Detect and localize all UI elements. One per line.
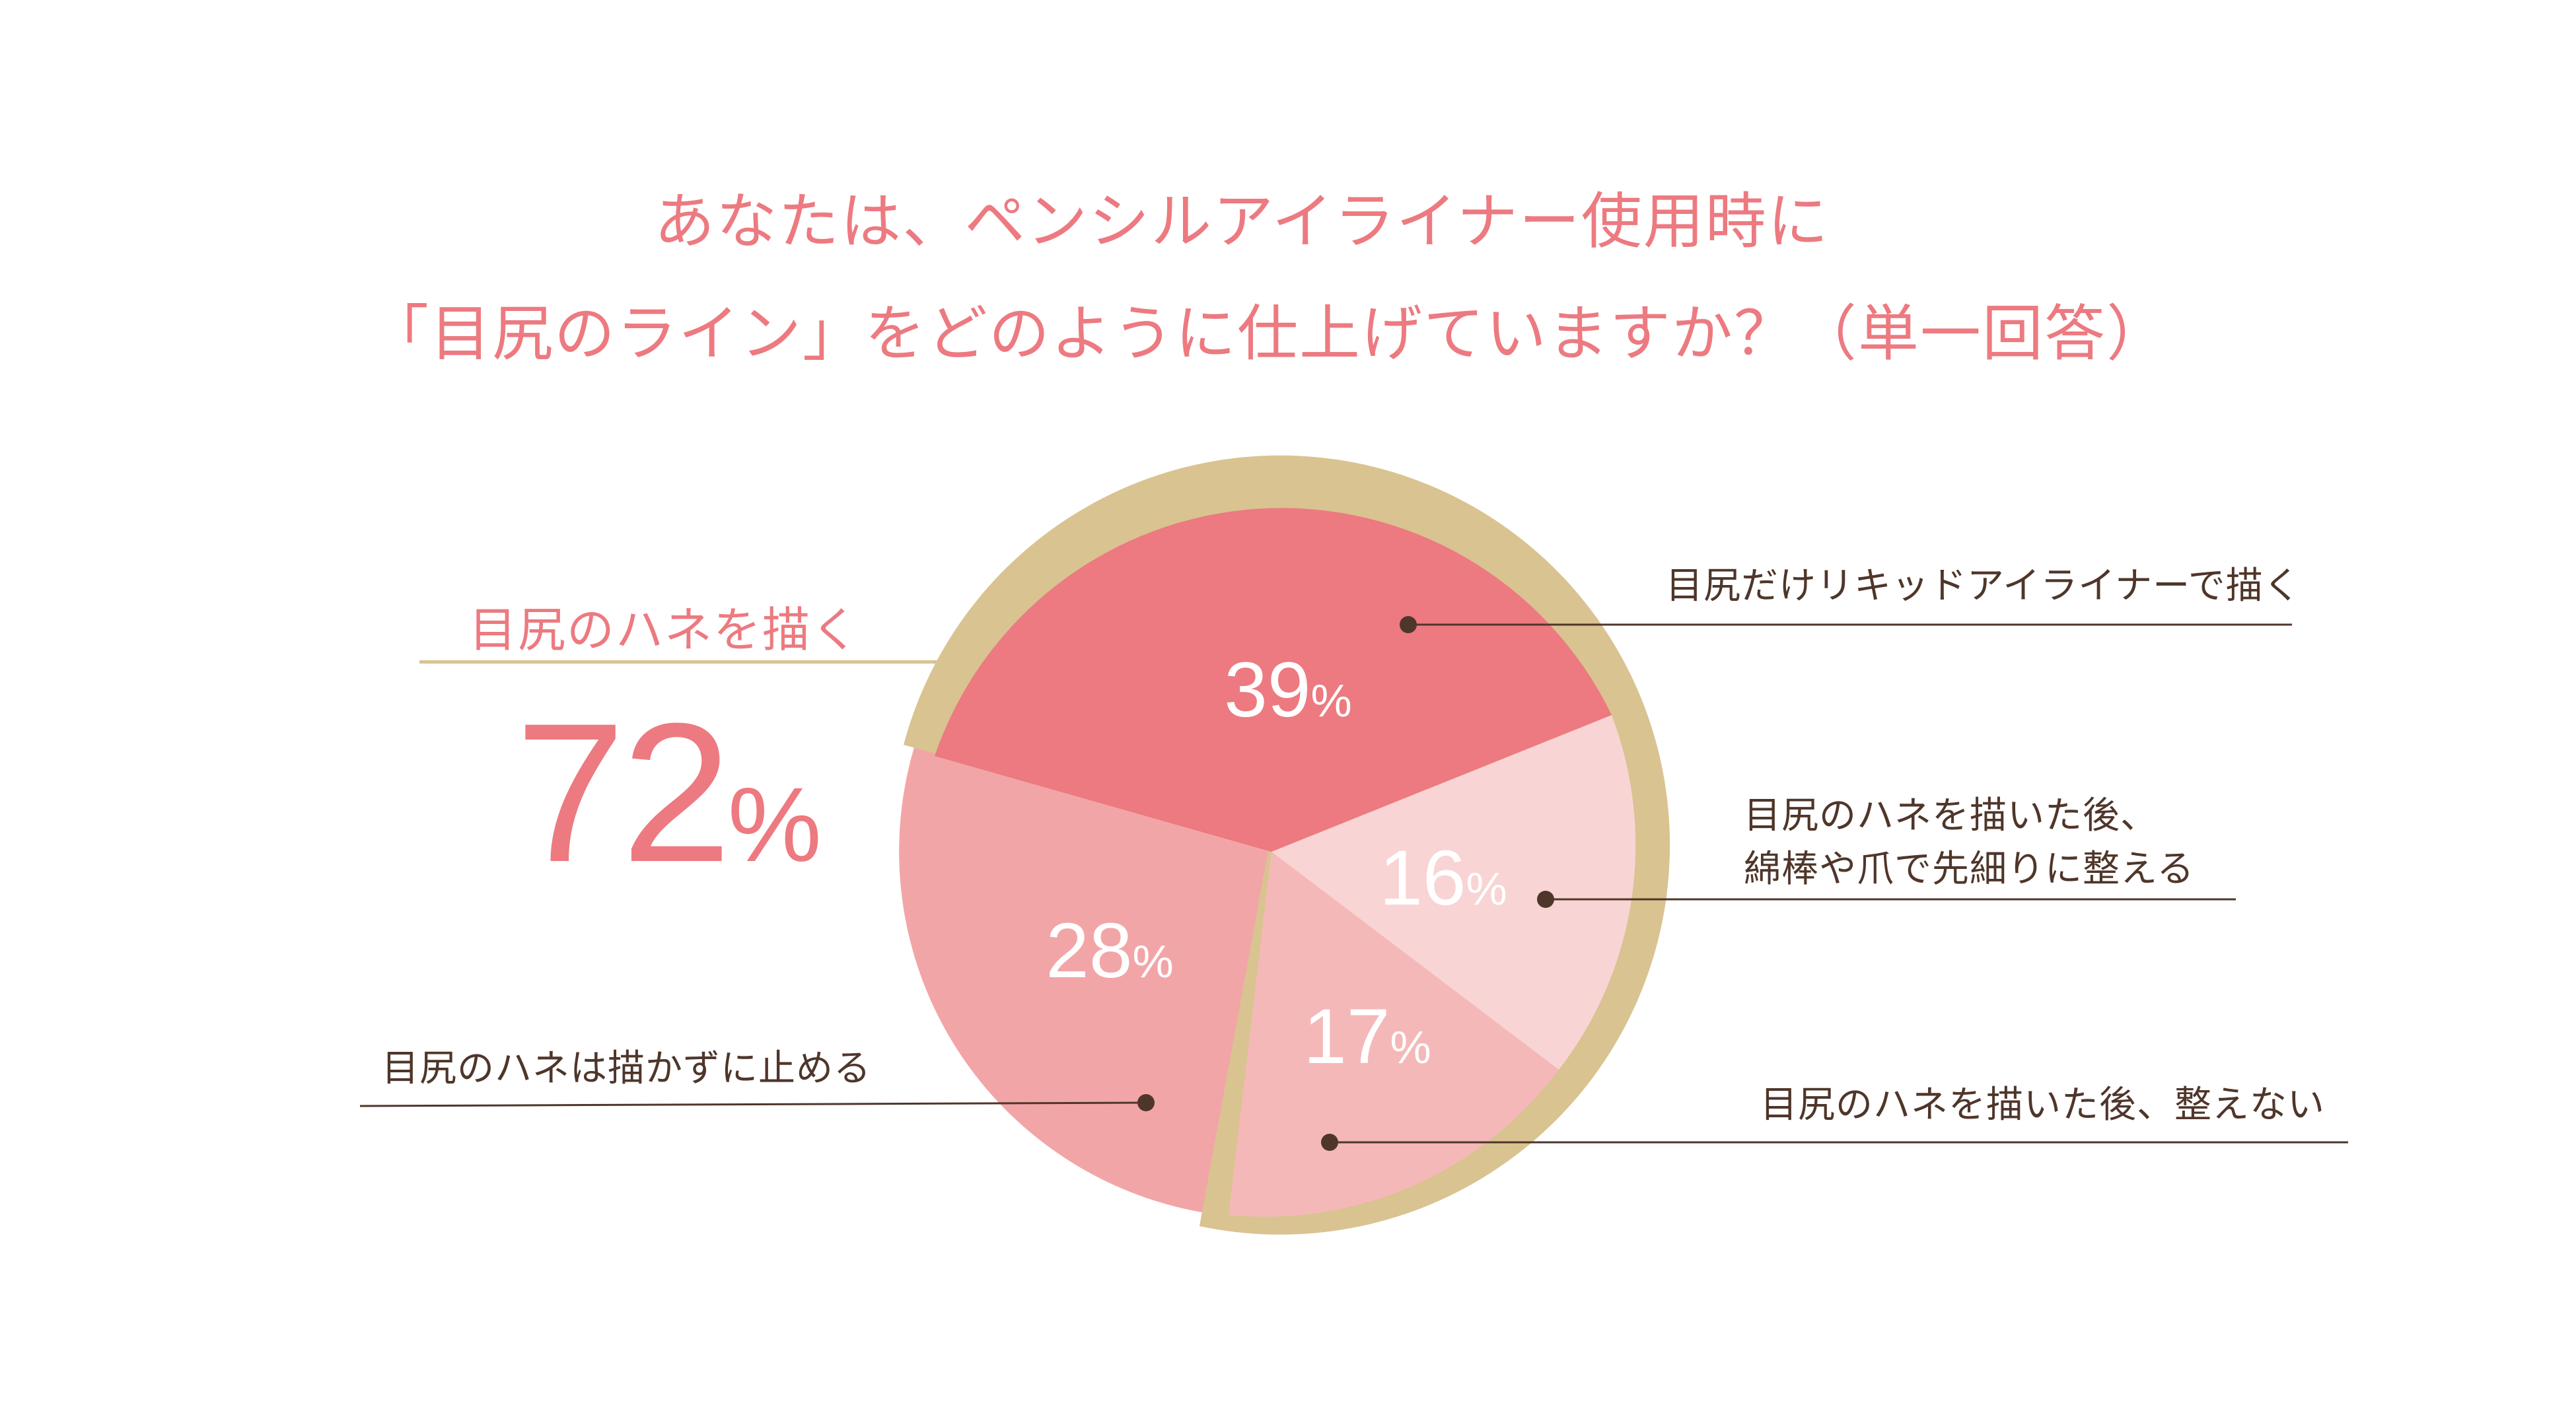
slice-17-label: 17% (1303, 993, 1431, 1080)
highlight-unit: % (727, 765, 822, 883)
highlight-divider (419, 660, 941, 664)
slice-group-72 (904, 455, 1670, 1235)
highlight-label: 目尻のハネを描く (469, 602, 861, 658)
highlight-value: 72% (515, 693, 822, 891)
label-refine-line-2: 綿棒や爪で先細りに整える (1744, 848, 2195, 891)
label-refine: 目尻のハネを描いた後、 綿棒や爪で先細りに整える (1744, 789, 2194, 896)
slice-16-label: 16% (1379, 835, 1507, 922)
label-refine-line-1: 目尻のハネを描いた後、 (1744, 794, 2158, 837)
chart-title-line-1: あなたは、ペンシルアイライナー使用時に (654, 186, 1830, 257)
slice-28 (899, 739, 1271, 1216)
highlight-number: 72 (515, 681, 732, 903)
label-no-refine: 目尻のハネを描いた後、整えない (1760, 1084, 2325, 1126)
slice-28-label: 28% (1046, 907, 1174, 994)
label-stop: 目尻のハネは描かずに止める (382, 1047, 871, 1090)
slice-17 (1229, 852, 1559, 1217)
slice-39 (935, 508, 1612, 852)
label-liquid: 目尻だけリキッドアイライナーで描く (1666, 565, 2301, 607)
slice-16 (1271, 715, 1636, 1070)
slice-39-label: 39% (1224, 646, 1352, 734)
leader-lines (359, 616, 2348, 1151)
chart-title-line-2: 「目尻のライン」をどのように仕上げていますか？（単一回答） (367, 298, 2168, 369)
